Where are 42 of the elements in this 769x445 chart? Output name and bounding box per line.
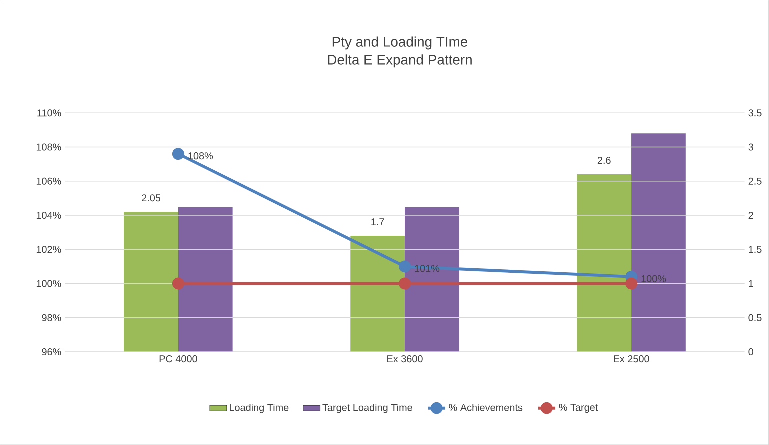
bar [632, 134, 686, 352]
x-tick-label: Ex 2500 [614, 355, 650, 362]
data-label: 2.6 [598, 156, 611, 164]
y-tick-label: 106% [36, 178, 62, 185]
bar [178, 207, 233, 352]
y-tick-label: 104% [36, 212, 62, 219]
point [172, 278, 184, 290]
bar [350, 236, 405, 352]
legend-label: % Target [559, 404, 598, 414]
y2-tick-label: 0 [748, 348, 754, 356]
data-label: 2.05 [142, 194, 161, 202]
chart-title: Pty and Loading TIme [332, 36, 468, 50]
bar [404, 207, 460, 352]
y-tick-label: 108% [36, 144, 62, 151]
y2-tick-label: 3 [748, 144, 754, 151]
bar [577, 174, 632, 352]
point [399, 278, 411, 290]
data-label: 100% [642, 275, 666, 282]
point [626, 278, 638, 290]
y-tick-label: 96% [42, 348, 62, 356]
y2-tick-label: 1.5 [749, 246, 762, 254]
legend-label: % Achievements [449, 404, 523, 412]
bar [124, 212, 178, 352]
y2-tick-label: 2.5 [748, 178, 762, 185]
y-tick-label: 100% [36, 280, 62, 288]
y2-tick-label: 2 [748, 212, 754, 219]
data-label: 101% [415, 265, 440, 272]
y2-tick-label: 0.5 [748, 314, 762, 322]
y-tick-label: 102% [36, 246, 62, 254]
point [172, 148, 184, 160]
y2-tick-label: 3.5 [748, 110, 762, 117]
data-label: 1.7 [372, 218, 384, 226]
y-tick-label: 110% [38, 110, 62, 117]
legend-label: Target Loading Time [322, 404, 412, 414]
y-tick-label: 98% [42, 314, 62, 322]
chart-subtitle: Delta E Expand Pattern [328, 54, 472, 68]
x-tick-label: PC 4000 [160, 355, 198, 362]
legend-label: Loading Time [230, 404, 289, 414]
x-tick-label: Ex 3600 [388, 355, 423, 362]
point [399, 260, 411, 273]
data-label: 108% [188, 152, 214, 160]
y2-tick-label: 1 [749, 280, 754, 288]
